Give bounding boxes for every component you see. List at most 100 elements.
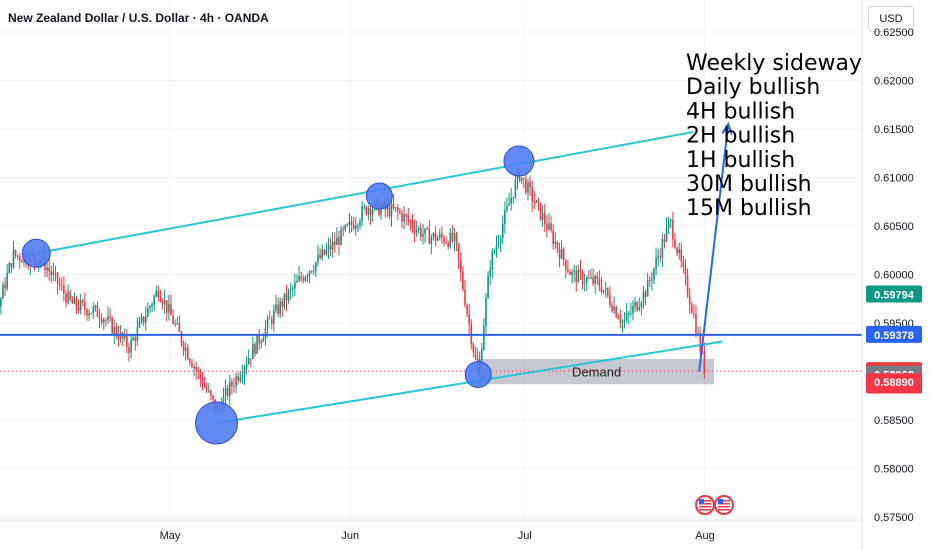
candle-body: [189, 359, 191, 363]
candle-body: [96, 305, 99, 317]
candle-body: [308, 271, 311, 276]
candle-body: [359, 221, 361, 226]
candle-body: [651, 279, 653, 281]
candle-body: [168, 304, 170, 313]
candle-body: [388, 205, 391, 217]
candle-body: [428, 228, 431, 244]
candle-body: [174, 323, 176, 325]
candle-body: [386, 205, 389, 210]
candle-body: [598, 279, 601, 287]
candle-body: [224, 388, 227, 396]
candle-body: [438, 233, 441, 238]
candle-body: [632, 306, 634, 313]
event-icons[interactable]: [695, 495, 734, 515]
candle-body: [688, 295, 691, 305]
candle-body: [672, 220, 674, 240]
y-tick-label: 0.57500: [874, 512, 914, 524]
candle-body: [273, 310, 275, 324]
candle-body: [510, 197, 512, 204]
time-axis[interactable]: May Jun Jul Aug: [160, 530, 715, 542]
candle-body: [317, 255, 319, 263]
candle-body: [105, 319, 107, 321]
candle-body: [449, 232, 452, 247]
candle-body: [674, 239, 676, 248]
flag-us-icon[interactable]: [695, 495, 715, 515]
candle-body: [529, 182, 531, 188]
candle-body: [663, 239, 666, 242]
candle-body: [569, 271, 571, 276]
candle-body: [254, 343, 256, 354]
candle-body: [527, 182, 529, 193]
y-tick-label: 0.58500: [874, 415, 914, 427]
candle-body: [149, 306, 151, 309]
flag-ring: [714, 495, 734, 515]
candle-body: [436, 237, 439, 241]
candle-body: [352, 225, 355, 229]
candle-body: [646, 279, 649, 297]
candle-body: [306, 275, 309, 277]
candle-body: [680, 249, 683, 262]
arrow-shaft: [698, 124, 730, 372]
x-tick-label: Jul: [518, 530, 532, 542]
candle-body: [451, 232, 454, 241]
candle-body: [655, 257, 657, 269]
y-tick-label: 0.61500: [874, 124, 914, 136]
candle-body: [682, 261, 685, 268]
candle-body: [319, 255, 321, 259]
candle-body: [354, 225, 357, 229]
candle-body: [275, 304, 277, 311]
candle-body: [487, 275, 489, 299]
candle-body: [56, 272, 59, 285]
candle-body: [54, 272, 57, 274]
candle-body: [625, 313, 628, 321]
candle-body: [281, 301, 284, 308]
channel-upper-line: [36, 130, 694, 255]
candle-body: [331, 241, 334, 250]
candle-body: [590, 276, 592, 278]
candle-body: [396, 207, 399, 212]
candle-body: [172, 315, 174, 324]
candle-body: [514, 179, 517, 198]
y-tick-label: 0.58000: [874, 464, 914, 476]
annotation-line: 30M bullish: [686, 172, 812, 197]
candle-body: [579, 269, 582, 273]
candle-body: [575, 270, 578, 283]
candle-body: [310, 271, 313, 273]
arrow-head: [721, 121, 733, 135]
candle-body: [4, 284, 6, 289]
price-axis[interactable]: 0.62500 0.62000 0.61500 0.61000 0.60500 0.600…: [874, 27, 914, 524]
candle-body: [552, 230, 554, 244]
candle-body: [541, 213, 544, 220]
currency-selector[interactable]: USD: [868, 6, 914, 32]
candle-body: [65, 293, 67, 303]
candle-body: [315, 262, 317, 271]
candle-body: [199, 371, 202, 379]
candle-body: [52, 272, 55, 276]
candle-body: [634, 302, 636, 307]
candle-body: [457, 243, 460, 260]
annotation-line: Daily bullish: [686, 75, 820, 100]
candle-body: [615, 306, 617, 317]
candle-body: [497, 242, 500, 245]
plot-area: [0, 0, 862, 520]
candle-body: [684, 267, 687, 276]
candle-body: [291, 288, 294, 290]
annotation-line: 15M bullish: [686, 196, 812, 221]
candle-body: [165, 300, 168, 313]
candle-body: [100, 318, 103, 323]
candle-body: [443, 237, 445, 243]
candle-body: [283, 293, 286, 308]
flag-us-icon[interactable]: [714, 495, 734, 515]
candle-body: [648, 279, 651, 281]
candle-body: [558, 248, 561, 259]
flag-canton: [699, 499, 704, 504]
candle-body: [130, 339, 132, 353]
candle-body: [407, 216, 410, 221]
candle-body: [699, 332, 701, 352]
flag-stripe: [699, 506, 711, 508]
y-tick-label: 0.61000: [874, 173, 914, 185]
candle-body: [195, 366, 197, 371]
candle-body: [491, 252, 494, 270]
candle-body: [562, 248, 565, 260]
